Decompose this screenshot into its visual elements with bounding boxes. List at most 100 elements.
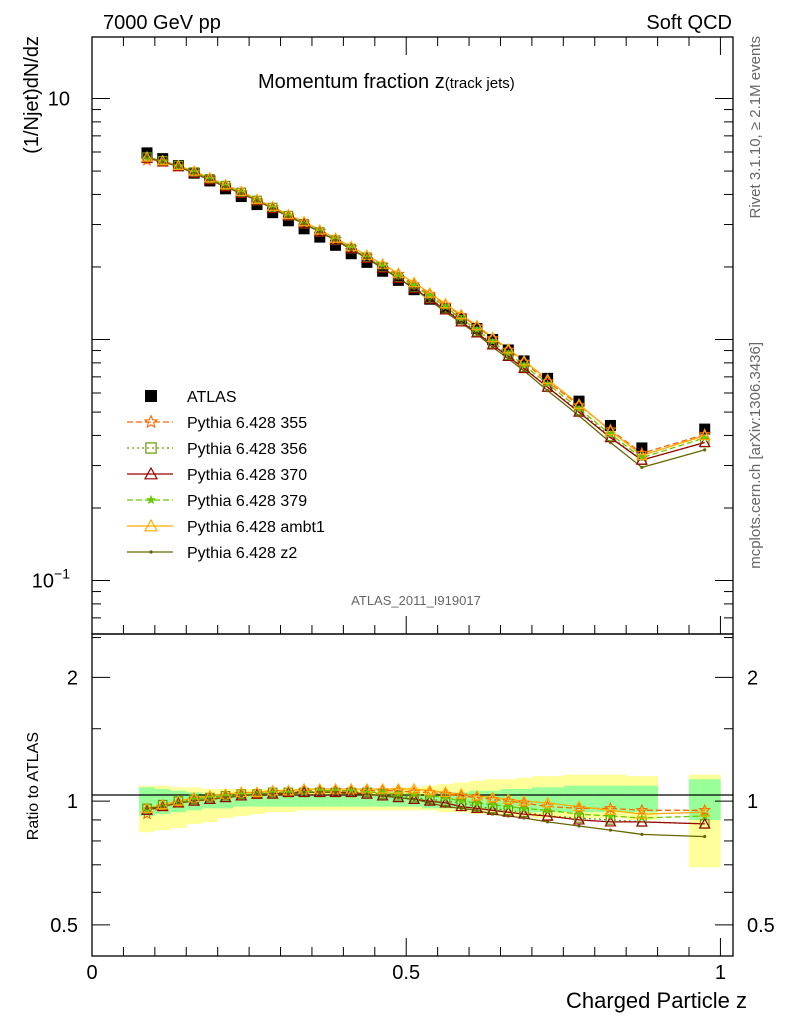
main-point-series-3 [502, 350, 515, 362]
main-point-series-6 [333, 238, 338, 242]
ratio-point-series-5 [140, 802, 154, 814]
legend: ATLAS Pythia 6.428 355 Pythia 6.428 356 Pyt… [127, 389, 325, 562]
ratio-point-series-6 [255, 792, 259, 796]
ratio-point-series-3 [470, 802, 483, 814]
main-point-series-6 [428, 298, 432, 302]
rivet-version-label: Rivet 3.1.10, ≥ 2.1M events [747, 36, 764, 219]
ratio-point-series-6 [271, 792, 275, 796]
main-point-series-4 [606, 429, 615, 438]
main-point-series-6 [349, 248, 353, 252]
main-point-series-6 [208, 178, 212, 182]
legend-entry: Pythia 6.428 ambt1 [127, 518, 325, 536]
main-point-series-6 [145, 155, 149, 159]
ratio-point-series-6 [506, 814, 510, 818]
ratio-point-series-6 [640, 832, 644, 836]
ratio-point-series-5 [486, 791, 499, 803]
main-point-series-3 [518, 362, 531, 374]
main-y-tick-label: 10−1 [32, 566, 70, 593]
main-point-series-5 [423, 286, 436, 298]
legend-label: Pythia 6.428 z2 [187, 545, 297, 562]
ratio-point-series-4 [221, 791, 230, 800]
main-point-series-5 [408, 276, 421, 288]
ratio-point-series-4 [441, 793, 450, 802]
main-line-series-1 [146, 159, 705, 455]
ratio-point-series-6 [608, 828, 613, 832]
x-axis-label: Charged Particle z [566, 988, 747, 1013]
main-point-series-3 [408, 282, 421, 294]
main-atlas-point [282, 215, 294, 227]
ratio-y-tick-label-right: 0.5 [747, 915, 775, 937]
ratio-point-series-3 [698, 817, 711, 829]
ratio-point-series-4 [606, 811, 615, 820]
ratio-stat-band [264, 795, 281, 807]
main-point-series-6 [161, 160, 165, 164]
ratio-point-series-4 [347, 786, 356, 795]
main-y-tick-label: 10 [48, 89, 70, 111]
ratio-point-series-3 [635, 815, 648, 827]
ratio-point-series-6 [703, 834, 707, 839]
legend-label: ATLAS [187, 389, 237, 406]
ratio-y-tick-label: 1 [67, 791, 78, 813]
ratio-stat-band [626, 785, 658, 813]
ratio-point-series-3 [604, 815, 617, 827]
main-point-series-5 [486, 331, 499, 343]
ratio-point-series-3 [541, 809, 554, 821]
main-line-series-4 [146, 157, 705, 459]
ratio-point-series-4 [488, 800, 497, 809]
main-point-series-6 [475, 332, 479, 336]
ratio-point-series-5 [455, 787, 468, 799]
main-point-series-5 [541, 373, 554, 385]
ratio-point-series-3 [188, 794, 201, 806]
main-point-series-6 [640, 465, 644, 470]
main-point-series-3 [188, 166, 201, 178]
main-point-series-6 [506, 357, 510, 361]
ratio-point-series-5 [502, 793, 515, 804]
ratio-point-series-3 [235, 789, 248, 801]
main-point-series-5 [188, 164, 201, 176]
ratio-point-series-4 [378, 788, 387, 796]
main-point-series-6 [396, 276, 400, 280]
main-atlas-point [298, 223, 310, 235]
ratio-point-series-4 [520, 804, 529, 812]
main-point-series-3 [329, 233, 342, 245]
ratio-point-series-4 [410, 789, 419, 798]
ratio-stat-band [296, 795, 313, 807]
ratio-point-series-4 [284, 788, 293, 796]
ratio-point-series-3 [573, 813, 586, 825]
main-point-series-6 [239, 191, 243, 196]
ratio-point-series-4 [315, 786, 324, 795]
main-point-series-5 [203, 171, 216, 183]
ratio-y-ticks: 0.5 0.5 1 1 2 2 [50, 637, 775, 937]
main-atlas-point [345, 248, 357, 260]
main-point-series-3 [486, 338, 499, 350]
ratio-point-series-4 [362, 788, 371, 796]
ratio-point-series-5 [392, 782, 405, 794]
ratio-y-tick-label: 2 [67, 667, 78, 689]
legend-label: Pythia 6.428 379 [187, 493, 307, 510]
ratio-y-tick-label-right: 1 [747, 791, 758, 813]
main-point-series-3 [470, 326, 483, 338]
ratio-point-series-6 [428, 801, 432, 805]
analysis-watermark: ATLAS_2011_I919017 [351, 593, 481, 608]
ratio-frame [91, 633, 734, 957]
main-point-series-5 [604, 424, 617, 436]
ratio-stat-band [343, 795, 360, 807]
main-point-series-4 [347, 243, 356, 252]
ratio-stat-band [280, 795, 297, 807]
legend-label: Pythia 6.428 370 [187, 467, 307, 484]
ratio-point-series-6 [302, 790, 306, 795]
ratio-point-series-6 [577, 824, 581, 828]
ratio-point-series-6 [333, 790, 338, 795]
ratio-point-series-5 [573, 800, 586, 812]
ratio-point-series-5 [376, 782, 389, 794]
main-point-series-5 [250, 193, 263, 205]
main-point-series-5 [329, 231, 342, 243]
main-point-series-6 [302, 222, 306, 226]
main-point-series-5 [140, 150, 154, 162]
main-point-series-6 [412, 287, 416, 291]
main-point-series-5 [172, 159, 185, 171]
ratio-point-series-1 [635, 803, 649, 816]
legend-entry: Pythia 6.428 356 [127, 441, 307, 458]
main-point-series-6 [286, 215, 290, 219]
main-point-series-3 [698, 436, 711, 448]
